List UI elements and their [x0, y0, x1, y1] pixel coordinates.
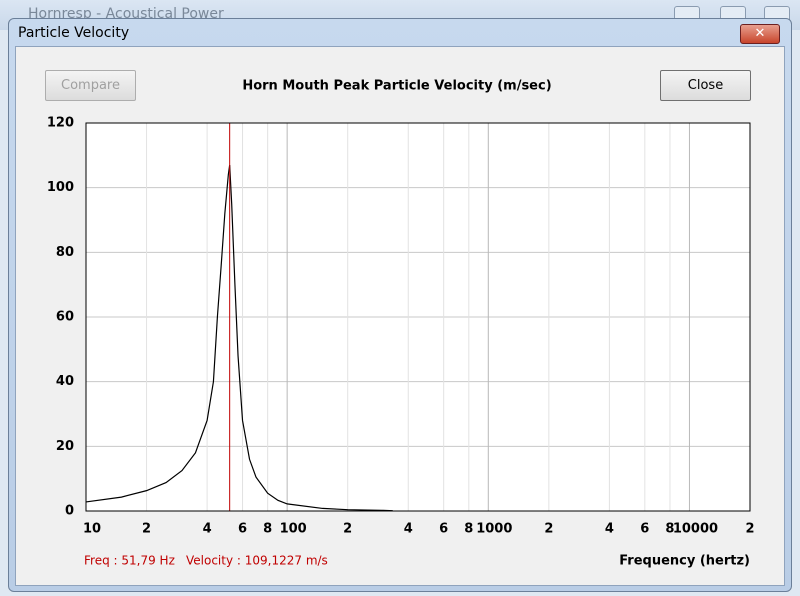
x-tick-label: 8 [665, 522, 674, 537]
x-tick-label: 4 [404, 522, 413, 537]
y-tick-label: 40 [56, 374, 74, 389]
dialog-close-icon[interactable]: ✕ [740, 24, 780, 44]
x-tick-label: 8 [464, 522, 473, 537]
x-axis-label: Frequency (hertz) [619, 554, 750, 569]
x-tick-label: 6 [238, 522, 247, 537]
x-tick-label: 8 [263, 522, 272, 537]
y-tick-label: 0 [65, 504, 74, 519]
plot-border [85, 122, 751, 512]
x-tick-label: 6 [640, 522, 649, 537]
data-line [85, 164, 393, 512]
x-tick-label: 6 [439, 522, 448, 537]
y-tick-label: 100 [47, 180, 74, 195]
x-tick-label: 2 [745, 522, 754, 537]
y-tick-label: 120 [47, 116, 74, 131]
chart-title: Horn Mouth Peak Particle Velocity (m/sec… [242, 79, 551, 94]
close-button[interactable]: Close [660, 70, 751, 101]
x-tick-label: 10000 [673, 522, 718, 537]
x-tick-label: 10 [83, 522, 101, 537]
dialog-title: Particle Velocity [18, 25, 130, 41]
y-tick-label: 20 [56, 439, 74, 454]
x-tick-label: 4 [605, 522, 614, 537]
status-freq: Freq : 51,79 Hz [84, 554, 175, 568]
compare-button[interactable]: Compare [45, 70, 136, 101]
x-tick-label: 2 [343, 522, 352, 537]
x-tick-label: 100 [280, 522, 307, 537]
x-tick-label: 2 [142, 522, 151, 537]
x-tick-label: 1000 [476, 522, 512, 537]
x-tick-label: 2 [544, 522, 553, 537]
status-velocity: Velocity : 109,1227 m/s [186, 554, 328, 568]
x-tick-label: 4 [203, 522, 212, 537]
y-tick-label: 80 [56, 245, 74, 260]
y-tick-label: 60 [56, 310, 74, 325]
